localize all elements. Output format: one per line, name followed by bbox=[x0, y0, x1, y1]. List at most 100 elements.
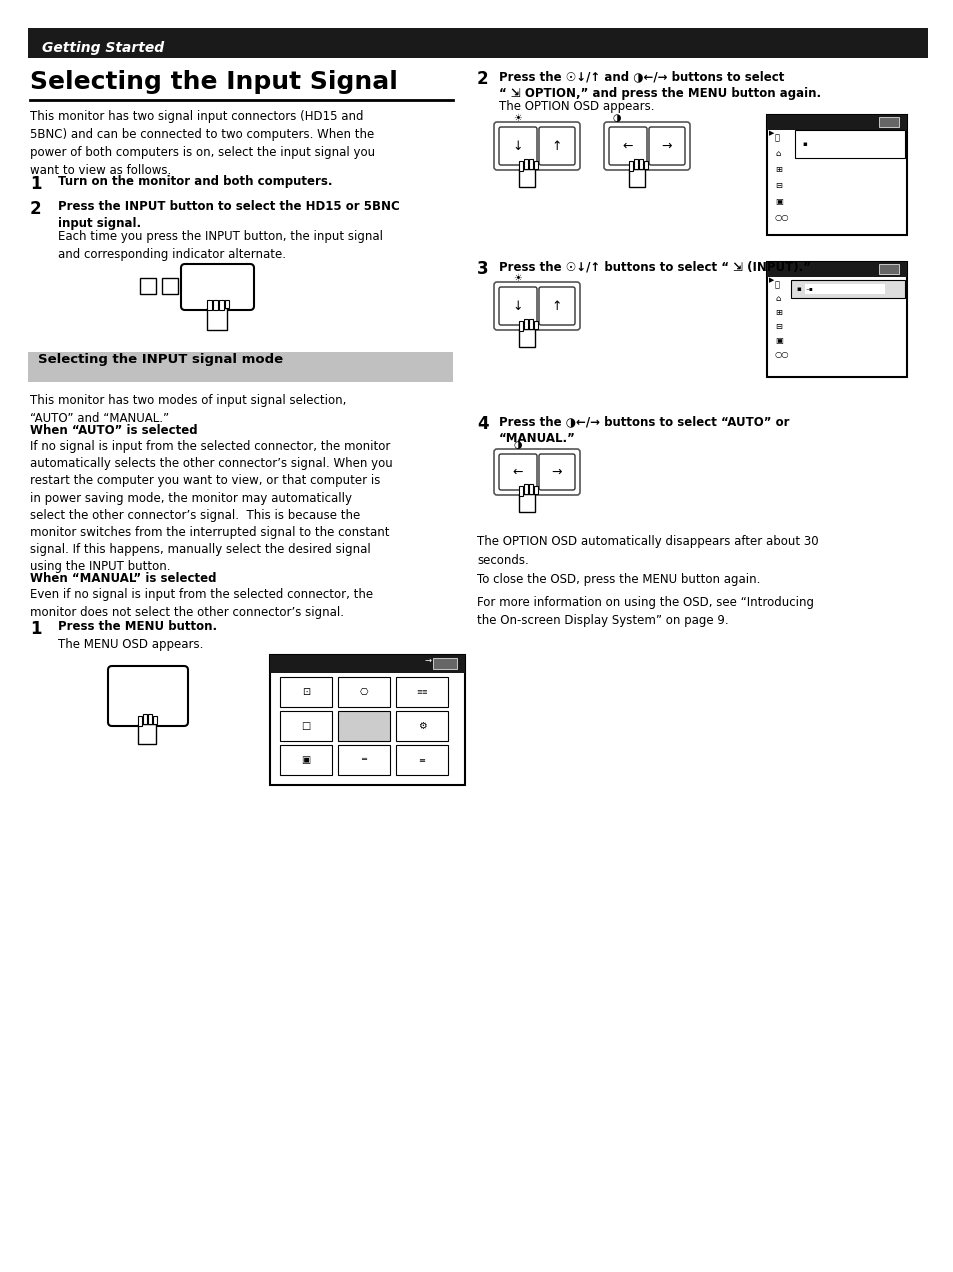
Text: ↑: ↑ bbox=[551, 140, 561, 153]
Bar bbox=[804, 284, 884, 294]
Bar bbox=[337, 677, 390, 707]
Text: The OPTION OSD appears.: The OPTION OSD appears. bbox=[498, 100, 654, 113]
Text: 1: 1 bbox=[30, 619, 42, 639]
Bar bbox=[534, 162, 537, 169]
Text: 2: 2 bbox=[30, 200, 42, 218]
FancyBboxPatch shape bbox=[494, 449, 579, 495]
Bar bbox=[395, 745, 448, 775]
Text: Turn on the monitor and both computers.: Turn on the monitor and both computers. bbox=[58, 176, 333, 188]
Bar bbox=[219, 300, 224, 310]
Text: ᗤ: ᗤ bbox=[774, 134, 780, 142]
Bar bbox=[790, 280, 904, 298]
Text: →: → bbox=[661, 140, 672, 153]
Bar bbox=[518, 162, 522, 170]
Bar bbox=[628, 169, 644, 187]
Bar bbox=[28, 28, 927, 59]
Bar bbox=[337, 745, 390, 775]
Text: ▪: ▪ bbox=[808, 286, 812, 291]
Bar bbox=[518, 329, 535, 347]
Text: ▣: ▣ bbox=[774, 336, 782, 345]
Bar bbox=[280, 677, 332, 707]
Bar bbox=[152, 716, 157, 724]
Bar bbox=[766, 262, 906, 377]
Text: This monitor has two signal input connectors (HD15 and
5BNC) and can be connecte: This monitor has two signal input connec… bbox=[30, 109, 375, 177]
Text: 2: 2 bbox=[476, 70, 488, 88]
Text: ▪  –: ▪ – bbox=[796, 286, 809, 293]
Bar bbox=[207, 300, 212, 310]
Text: □: □ bbox=[301, 721, 311, 731]
Text: ▣: ▣ bbox=[774, 197, 782, 206]
Text: For more information on using the OSD, see “Introducing
the On-screen Display Sy: For more information on using the OSD, s… bbox=[476, 597, 813, 627]
Text: ☀: ☀ bbox=[513, 273, 522, 282]
Bar bbox=[148, 714, 152, 724]
Text: Even if no signal is input from the selected connector, the
monitor does not sel: Even if no signal is input from the sele… bbox=[30, 588, 373, 619]
Bar bbox=[143, 714, 147, 724]
Text: When “AUTO” is selected: When “AUTO” is selected bbox=[30, 424, 197, 438]
FancyBboxPatch shape bbox=[603, 122, 689, 170]
Text: ▣: ▣ bbox=[301, 756, 311, 764]
Bar bbox=[162, 279, 178, 294]
Text: When “MANUAL” is selected: When “MANUAL” is selected bbox=[30, 572, 216, 585]
Bar bbox=[518, 494, 535, 513]
Text: ←: ← bbox=[622, 140, 633, 153]
FancyBboxPatch shape bbox=[538, 127, 575, 165]
Bar bbox=[395, 677, 448, 707]
Text: ⚙: ⚙ bbox=[417, 721, 426, 731]
Text: ↓: ↓ bbox=[512, 140, 522, 153]
Text: ═: ═ bbox=[361, 756, 366, 764]
Bar bbox=[523, 319, 527, 329]
Text: If no signal is input from the selected connector, the monitor
automatically sel: If no signal is input from the selected … bbox=[30, 440, 393, 574]
FancyBboxPatch shape bbox=[498, 127, 537, 165]
Text: Each time you press the INPUT button, the input signal
and corresponding indicat: Each time you press the INPUT button, th… bbox=[58, 230, 382, 261]
FancyBboxPatch shape bbox=[494, 282, 579, 329]
FancyBboxPatch shape bbox=[538, 454, 575, 490]
Bar bbox=[523, 159, 527, 169]
Text: ⊡: ⊡ bbox=[301, 687, 310, 697]
Text: ᗤ: ᗤ bbox=[774, 280, 780, 289]
Bar bbox=[140, 279, 156, 294]
Text: ☀: ☀ bbox=[513, 113, 522, 123]
Bar bbox=[766, 114, 906, 130]
FancyBboxPatch shape bbox=[181, 265, 253, 310]
Text: ⊞: ⊞ bbox=[774, 308, 781, 317]
FancyBboxPatch shape bbox=[108, 667, 188, 726]
Text: →: → bbox=[551, 466, 561, 478]
Bar bbox=[207, 308, 227, 329]
Bar bbox=[766, 262, 906, 277]
Bar bbox=[529, 159, 533, 169]
Text: ≡: ≡ bbox=[418, 756, 425, 764]
Text: ◑: ◑ bbox=[612, 113, 620, 123]
Text: The OPTION OSD automatically disappears after about 30
seconds.
To close the OSD: The OPTION OSD automatically disappears … bbox=[476, 536, 818, 586]
Bar bbox=[213, 300, 218, 310]
Text: ↑: ↑ bbox=[551, 299, 561, 313]
Bar bbox=[529, 485, 533, 494]
Bar bbox=[643, 162, 647, 169]
Bar bbox=[280, 745, 332, 775]
Text: →: → bbox=[424, 656, 432, 665]
Bar bbox=[523, 485, 527, 494]
Bar bbox=[270, 655, 464, 785]
Text: Press the ◑←/→ buttons to select “AUTO” or
“MANUAL.”: Press the ◑←/→ buttons to select “AUTO” … bbox=[498, 415, 789, 445]
Bar bbox=[634, 159, 638, 169]
Text: ⊞: ⊞ bbox=[774, 165, 781, 174]
Text: ○○: ○○ bbox=[774, 350, 789, 359]
FancyBboxPatch shape bbox=[608, 127, 646, 165]
FancyBboxPatch shape bbox=[498, 287, 537, 326]
Bar bbox=[529, 319, 533, 329]
Text: ⌂: ⌂ bbox=[774, 149, 780, 158]
FancyBboxPatch shape bbox=[648, 127, 684, 165]
Bar bbox=[433, 658, 456, 669]
FancyBboxPatch shape bbox=[538, 287, 575, 326]
Bar bbox=[628, 162, 633, 170]
Bar bbox=[280, 711, 332, 742]
Text: Press the ☉↓/↑ buttons to select “ ⇲ (INPUT).”: Press the ☉↓/↑ buttons to select “ ⇲ (IN… bbox=[498, 259, 810, 273]
Text: ⎔: ⎔ bbox=[359, 687, 368, 697]
Text: ⊟: ⊟ bbox=[774, 181, 781, 190]
Text: ↓: ↓ bbox=[512, 299, 522, 313]
Bar bbox=[518, 169, 535, 187]
Bar bbox=[766, 114, 906, 235]
Bar bbox=[337, 711, 390, 742]
Bar bbox=[794, 130, 904, 158]
Text: ≡≡: ≡≡ bbox=[416, 689, 428, 695]
FancyBboxPatch shape bbox=[494, 122, 579, 170]
